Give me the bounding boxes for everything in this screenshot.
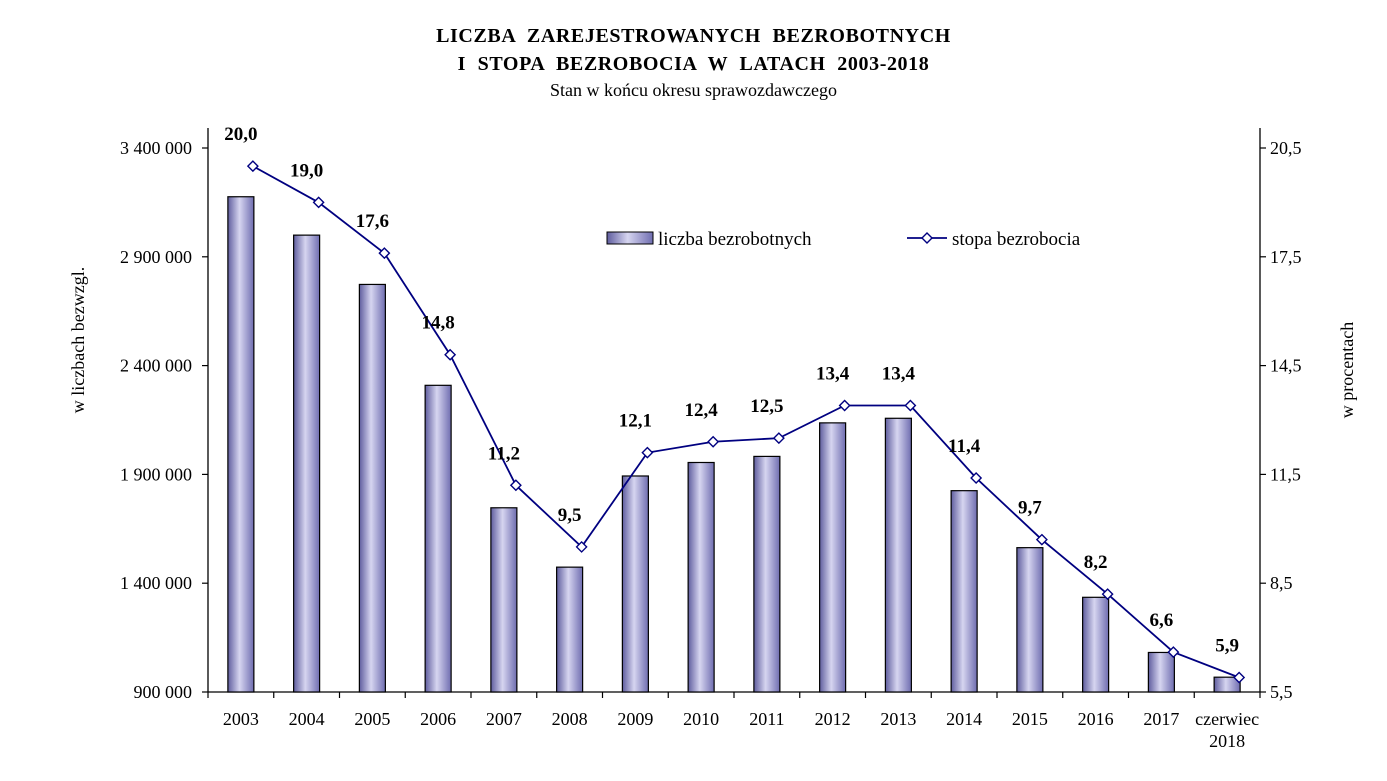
x-tick-label: 2013: [880, 709, 916, 729]
x-tick-label: 2006: [420, 709, 456, 729]
rate-point-marker: [838, 399, 851, 412]
line-group: [246, 160, 1246, 684]
y-left-tick-label: 1 400 000: [120, 573, 192, 593]
bar: [293, 234, 321, 693]
rate-data-label: 12,1: [619, 411, 652, 432]
y-left-tick-label: 900 000: [134, 682, 193, 702]
rate-data-label: 19,0: [290, 160, 323, 181]
legend-line-marker: [921, 232, 933, 244]
x-tick-label: 2007: [486, 709, 522, 729]
chart-title-line-1: LICZBA ZAREJESTROWANYCH BEZROBOTNYCH: [436, 25, 951, 47]
rate-data-label: 9,5: [558, 505, 582, 526]
y-left-tick-label: 1 900 000: [120, 464, 192, 484]
bar: [753, 455, 781, 693]
rate-line: [252, 165, 1240, 679]
y-left-tick-label: 3 400 000: [120, 138, 192, 158]
axes-group: 900 000 1 400 000 1 900 000 2 400 000 2 900 …: [68, 128, 1357, 751]
rate-point-marker: [641, 446, 654, 459]
rate-data-label: 20,0: [224, 124, 257, 145]
rate-point-marker: [1035, 533, 1048, 546]
bar: [819, 422, 847, 693]
chart-title-block: LICZBA ZAREJESTROWANYCH BEZROBOTNYCH I S…: [0, 22, 1387, 102]
bar: [424, 384, 452, 693]
bar: [1213, 676, 1241, 693]
legend-line-label: stopa bezrobocia: [952, 229, 1081, 250]
bars-group: [227, 196, 1241, 693]
y-right-tick-label: 20,5: [1270, 138, 1302, 158]
rate-data-label: 12,5: [750, 396, 783, 417]
rate-data-label: 5,9: [1215, 635, 1239, 656]
rate-data-label: 12,4: [685, 400, 719, 421]
rate-point-marker: [378, 247, 391, 260]
rate-data-label: 11,4: [948, 436, 981, 457]
rate-data-label: 13,4: [882, 363, 916, 384]
rate-point-marker: [1233, 671, 1246, 684]
rate-point-marker: [1167, 646, 1180, 659]
rate-point-marker: [509, 479, 522, 492]
x-tick-label: 2017: [1143, 709, 1179, 729]
rate-point-marker: [707, 435, 720, 448]
x-tick-label: 2018: [1209, 731, 1245, 751]
rate-point-marker: [970, 472, 983, 485]
labels-group: 20,0 19,0 17,6 14,8 11,2 9,5 12,1 12,4 12,5 13,4 1…: [224, 124, 1239, 656]
legend-bar-label: liczba bezrobotnych: [658, 229, 812, 250]
rate-point-marker: [444, 348, 457, 361]
bar: [621, 475, 649, 693]
rate-data-label: 13,4: [816, 363, 850, 384]
bar: [358, 283, 386, 693]
x-tick-label: 2016: [1078, 709, 1114, 729]
bar: [687, 461, 715, 693]
rate-point-marker: [246, 160, 259, 173]
rate-point-marker: [904, 399, 917, 412]
x-tick-label: 2003: [223, 709, 259, 729]
bar: [950, 490, 978, 693]
bar: [1082, 596, 1110, 693]
rate-data-label: 14,8: [422, 313, 455, 334]
legend-bar-swatch: [606, 231, 654, 245]
rate-point-marker: [312, 196, 325, 209]
rate-data-label: 9,7: [1018, 498, 1042, 519]
x-tick-label: 2014: [946, 709, 982, 729]
x-tick-label: 2005: [354, 709, 390, 729]
chart-title-line-2: I STOPA BEZROBOCIA W LATACH 2003-2018: [457, 53, 930, 75]
rate-data-label: 11,2: [488, 443, 520, 464]
rate-data-label: 17,6: [356, 211, 389, 232]
bar: [1147, 651, 1175, 693]
y-right-tick-label: 8,5: [1270, 573, 1293, 593]
y-right-tick-label: 11,5: [1270, 464, 1301, 484]
bar: [1016, 547, 1044, 693]
bar: [556, 566, 584, 693]
x-tick-label: 2004: [289, 709, 325, 729]
rate-point-marker: [772, 432, 785, 445]
x-tick-label: 2015: [1012, 709, 1048, 729]
bar: [227, 196, 255, 693]
y-right-tick-label: 17,5: [1270, 247, 1302, 267]
bar: [884, 417, 912, 693]
x-tick-label: czerwiec: [1195, 709, 1259, 729]
bar: [490, 507, 518, 693]
y-left-tick-label: 2 400 000: [120, 356, 192, 376]
chart-subtitle: Stan w końcu okresu sprawozdawczego: [550, 80, 837, 100]
y-axis-left-title: w liczbach bezwzgl.: [68, 267, 88, 413]
y-right-tick-label: 14,5: [1270, 356, 1302, 376]
x-tick-label: 2012: [815, 709, 851, 729]
rate-point-marker: [575, 540, 588, 553]
legend: liczba bezrobotnych stopa bezrobocia: [606, 229, 1081, 250]
x-tick-label: 2008: [552, 709, 588, 729]
x-tick-label: 2009: [617, 709, 653, 729]
rate-data-label: 8,2: [1084, 552, 1108, 573]
rate-point-marker: [1101, 588, 1114, 601]
x-tick-label: 2011: [749, 709, 784, 729]
y-right-tick-label: 5,5: [1270, 682, 1293, 702]
y-axis-right-title: w procentach: [1337, 322, 1357, 418]
x-tick-label: 2010: [683, 709, 719, 729]
y-left-tick-label: 2 900 000: [120, 247, 192, 267]
rate-data-label: 6,6: [1150, 610, 1174, 631]
